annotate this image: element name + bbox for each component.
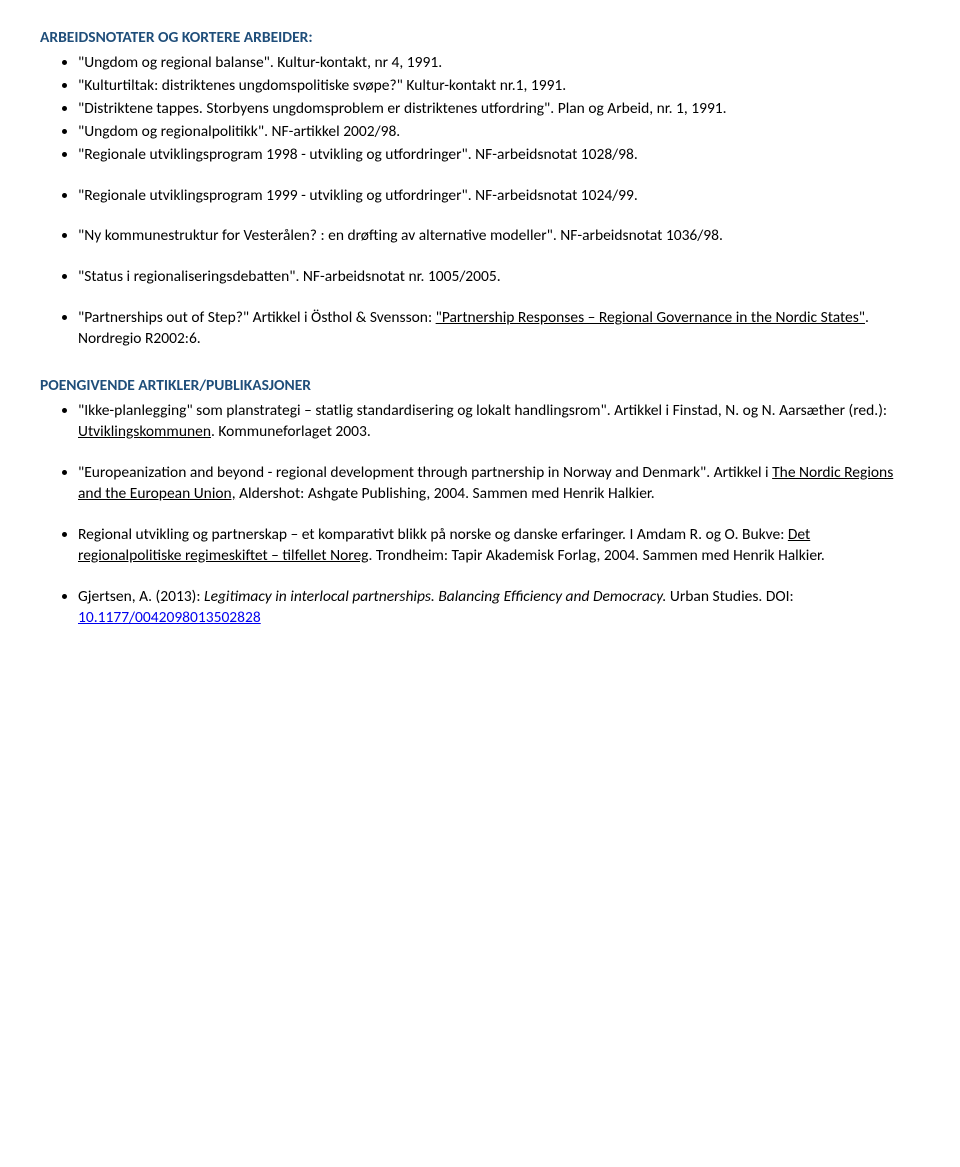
list-item: "Ny kommunestruktur for Vesterålen? : en…: [78, 226, 920, 247]
list-item: "Kulturtiltak: distriktenes ungdomspolit…: [78, 76, 920, 97]
text-run: "Partnerships out of Step?" Artikkel i Ö…: [78, 308, 436, 327]
text-run: Regional utvikling og partnerskap – et k…: [78, 525, 788, 544]
list-item-ikke-planlegging: "Ikke-planlegging" som planstrategi – st…: [78, 401, 920, 443]
list-arbeidsnotater-a: "Ungdom og regional balanse". Kultur-kon…: [40, 53, 920, 166]
list-item: "Status i regionaliseringsdebatten". NF-…: [78, 267, 920, 288]
text-run: Urban Studies. DOI:: [666, 587, 793, 606]
text-run: . Kommuneforlaget 2003.: [211, 422, 371, 441]
list-item: "Ungdom og regional balanse". Kultur-kon…: [78, 53, 920, 74]
italic-subtitle: Balancing Efficiency and Democracy.: [438, 587, 666, 606]
text-run: "Ikke-planlegging" som planstrategi – st…: [78, 401, 887, 420]
underlined-title: Utviklingskommunen: [78, 422, 211, 441]
list-item-gjertsen: Gjertsen, A. (2013): Legitimacy in inter…: [78, 587, 920, 629]
list-arbeidsnotater-b: "Regionale utviklingsprogram 1999 - utvi…: [40, 186, 920, 351]
list-item: "Regionale utviklingsprogram 1999 - utvi…: [78, 186, 920, 207]
text-run: Gjertsen, A. (2013):: [78, 587, 204, 606]
section-heading-2: POENGIVENDE ARTIKLER/PUBLIKASJONER: [40, 376, 920, 397]
doi-link[interactable]: 10.1177/0042098013502828: [78, 608, 261, 627]
list-item: "Regionale utviklingsprogram 1998 - utvi…: [78, 145, 920, 166]
italic-title: Legitimacy in interlocal partnerships.: [204, 587, 435, 606]
list-item-regional-utvikling: Regional utvikling og partnerskap – et k…: [78, 525, 920, 567]
list-item-partnerships: "Partnerships out of Step?" Artikkel i Ö…: [78, 308, 920, 350]
section-heading-1: ARBEIDSNOTATER OG KORTERE ARBEIDER:: [40, 28, 920, 49]
text-run: Aldershot: Ashgate Publishing, 2004. Sam…: [236, 484, 655, 503]
list-item: "Ungdom og regionalpolitikk". NF-artikke…: [78, 122, 920, 143]
text-run: . Trondheim: Tapir Akademisk Forlag, 200…: [368, 546, 824, 565]
text-run: "Europeanization and beyond - regional d…: [78, 463, 772, 482]
underlined-title: "Partnership Responses – Regional Govern…: [436, 308, 865, 327]
list-item: "Distriktene tappes. Storbyens ungdomspr…: [78, 99, 920, 120]
list-item-europeanization: "Europeanization and beyond - regional d…: [78, 463, 920, 505]
list-publikasjoner: "Ikke-planlegging" som planstrategi – st…: [40, 401, 920, 628]
